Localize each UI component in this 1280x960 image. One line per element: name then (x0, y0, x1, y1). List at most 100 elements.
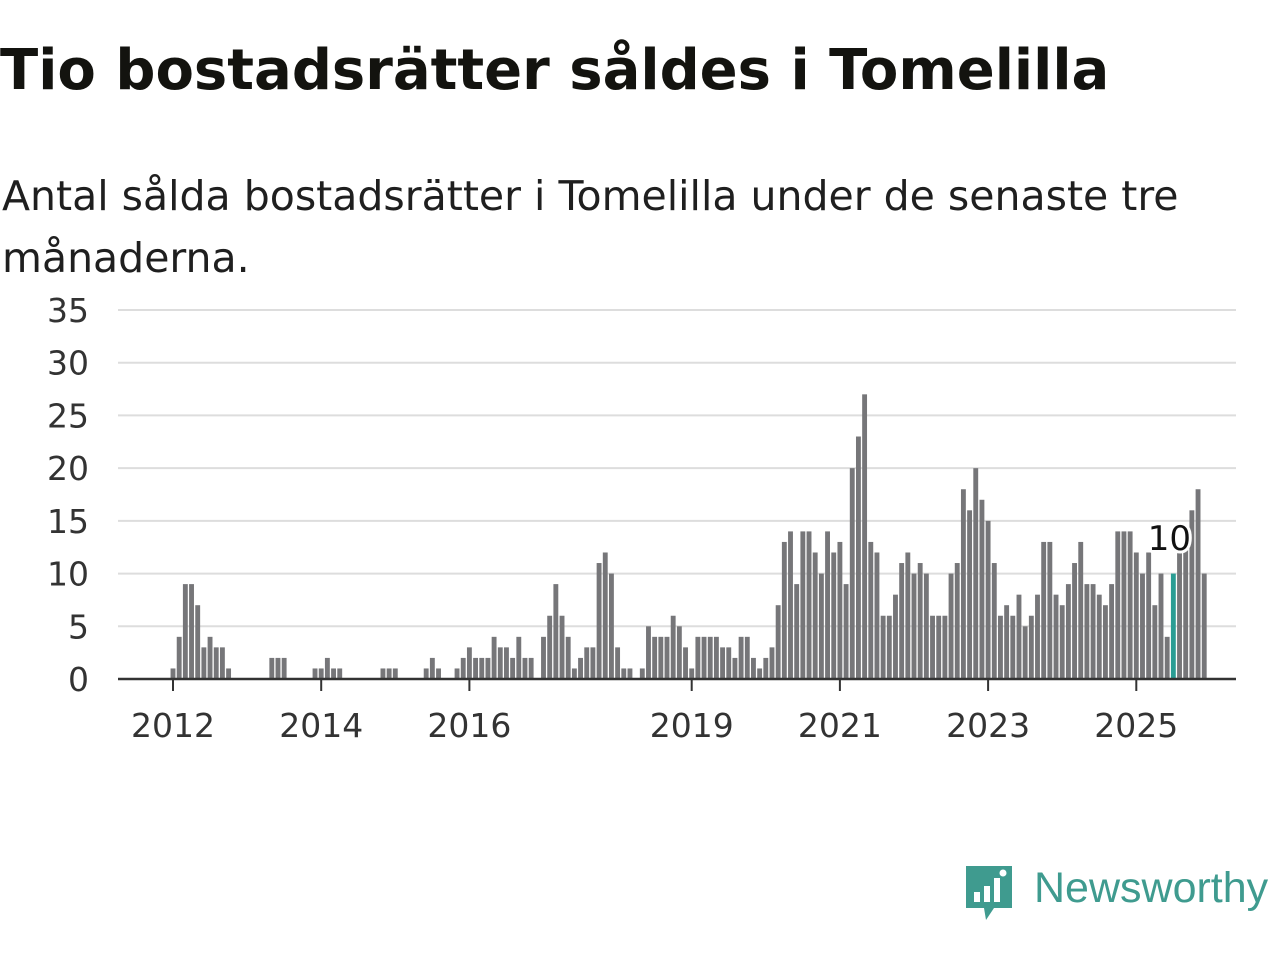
bar (855, 436, 861, 679)
bar (794, 584, 800, 679)
bar (930, 615, 935, 679)
bar (454, 668, 460, 679)
bar (275, 657, 281, 679)
bar (423, 668, 429, 679)
bar (998, 615, 1003, 679)
bar (1189, 510, 1195, 679)
annotation: 10 (1145, 516, 1194, 562)
bar (528, 657, 534, 679)
bar (689, 668, 695, 679)
bar (207, 636, 213, 679)
bar (744, 636, 750, 679)
bar (1201, 573, 1207, 679)
bar (578, 657, 583, 679)
bar (800, 531, 806, 679)
bar (559, 615, 565, 679)
bar (1177, 552, 1182, 679)
bar (226, 668, 232, 679)
bar (541, 636, 546, 679)
bar (219, 647, 225, 679)
bar (1115, 531, 1121, 679)
bar (565, 636, 571, 679)
bar (874, 552, 880, 679)
brand-name: Newsworthy (1034, 864, 1269, 912)
y-tick-label-20: 20 (47, 449, 89, 488)
bar (170, 668, 176, 679)
newsworthy-logo: Newsworthy (962, 862, 1280, 932)
bar (269, 657, 275, 679)
bar (497, 647, 503, 679)
bar (1158, 573, 1164, 679)
bar (201, 647, 207, 679)
bar (473, 657, 479, 679)
bar (608, 573, 614, 679)
bar (1121, 531, 1127, 679)
bar (738, 636, 744, 679)
bar (1065, 584, 1071, 679)
bar (1072, 563, 1077, 679)
bar (683, 647, 688, 679)
bar (1047, 541, 1053, 679)
bar (1152, 605, 1158, 679)
bar (491, 636, 497, 679)
bar-highlight (1170, 573, 1176, 679)
bar (775, 605, 781, 679)
bar (466, 647, 472, 679)
y-tick-label-0: 0 (68, 660, 89, 699)
bar (1084, 584, 1090, 679)
bar (713, 636, 719, 679)
bar (942, 615, 948, 679)
bar (386, 668, 392, 679)
bar (1078, 541, 1084, 679)
bar (324, 657, 330, 679)
bar (590, 647, 596, 679)
y-tick-label-10: 10 (47, 555, 89, 594)
bar (380, 668, 386, 679)
bar (1035, 594, 1040, 679)
bar (880, 615, 886, 679)
bar (893, 594, 898, 679)
y-tick-label-15: 15 (47, 502, 89, 541)
bar (788, 531, 793, 679)
x-tick-label-2025: 2025 (1094, 706, 1178, 745)
bar (1133, 552, 1139, 679)
bar (510, 657, 516, 679)
bar (825, 531, 830, 679)
bar (189, 584, 194, 679)
bar (911, 573, 917, 679)
bar (831, 552, 837, 679)
bar (695, 636, 701, 679)
bar (195, 605, 201, 679)
bar (757, 668, 763, 679)
y-tick-label-30: 30 (47, 344, 89, 383)
bar (639, 668, 645, 679)
bar (1109, 584, 1115, 679)
bar (1102, 605, 1108, 679)
bar (1090, 584, 1096, 679)
bar (522, 657, 528, 679)
x-tick-label-2019: 2019 (650, 706, 734, 745)
bar (960, 489, 966, 679)
bar (460, 657, 466, 679)
bar (1028, 615, 1034, 679)
bar (646, 626, 651, 679)
bar (732, 657, 738, 679)
bar (664, 636, 670, 679)
bar (886, 615, 892, 679)
bar (213, 647, 219, 679)
bar (812, 552, 818, 679)
bar (849, 468, 855, 679)
bar (843, 584, 849, 679)
bar (948, 573, 954, 679)
x-tick-label-2016: 2016 (427, 706, 511, 745)
bar (553, 584, 559, 679)
bar (954, 563, 960, 679)
bar (868, 541, 874, 679)
bar (967, 510, 973, 679)
bar (973, 468, 979, 679)
bar (318, 668, 324, 679)
bar (596, 563, 602, 679)
bar (720, 647, 726, 679)
bar (615, 647, 621, 679)
